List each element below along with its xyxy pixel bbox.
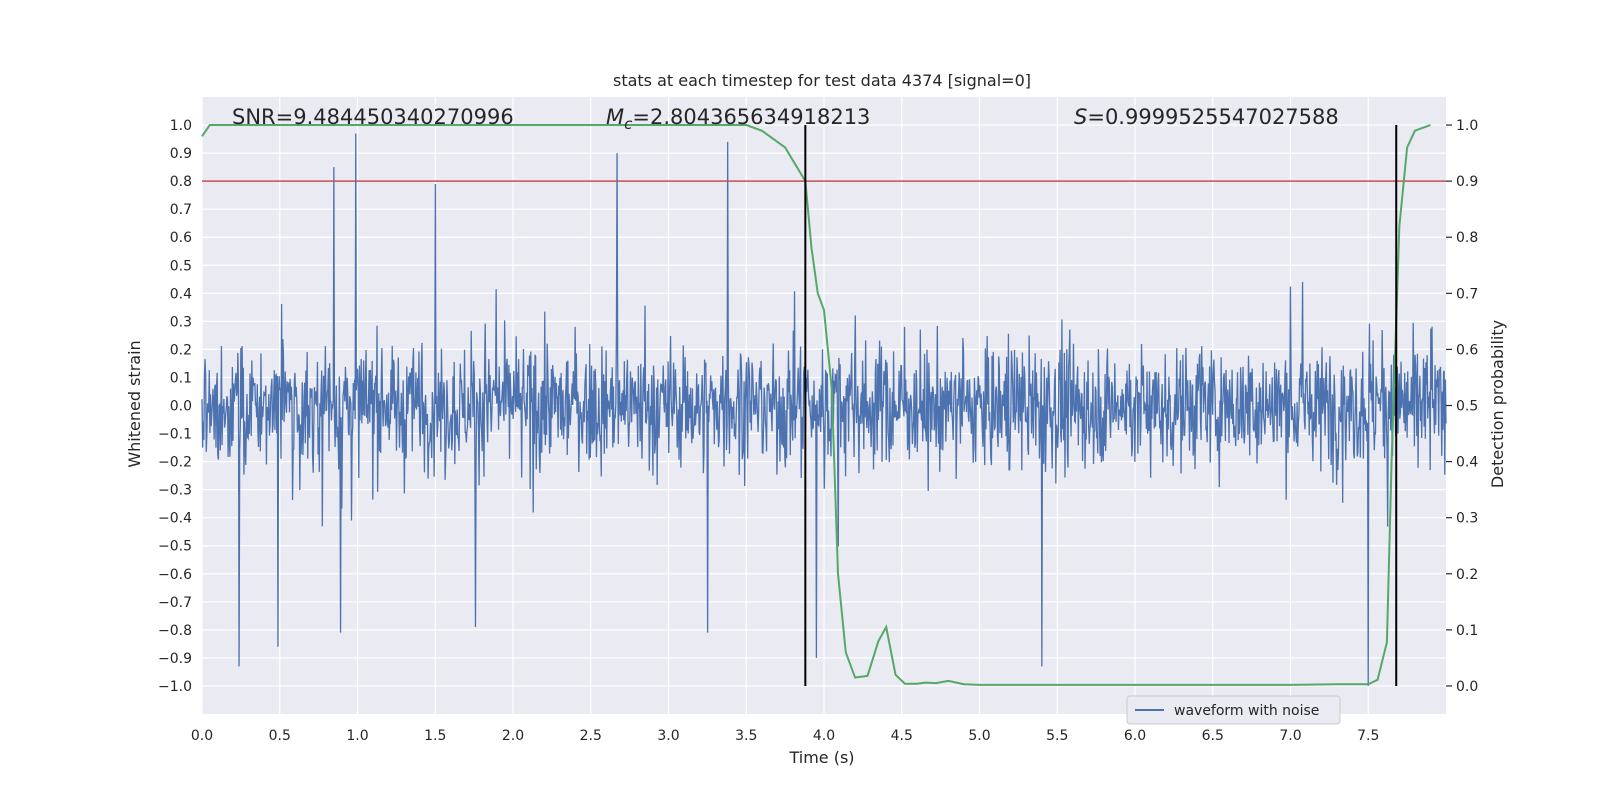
x-tick-label-15: 7.5 — [1357, 728, 1379, 744]
y-right-tick-label-8: 0.2 — [1456, 567, 1478, 583]
y-left-tick-label-3: 0.7 — [170, 202, 192, 218]
x-tick-labels: 0.0 0.5 1.0 1.5 2.0 2.5 3.0 3.5 4.0 4.5 5.0 5.5 6.0 6… — [191, 728, 1380, 744]
y-left-tick-label-13: −0.3 — [158, 483, 192, 499]
x-tick-label-6: 3.0 — [657, 728, 679, 744]
x-tick-label-3: 1.5 — [424, 728, 446, 744]
vertical-markers — [804, 125, 1398, 686]
snr-annotation: SNR=9.484450340270996 — [232, 105, 514, 129]
y-left-tick-label-5: 0.5 — [170, 258, 192, 274]
mc-subscript: c — [624, 115, 633, 133]
y-right-tick-label-5: 0.5 — [1456, 399, 1478, 415]
legend: waveform with noise — [1126, 695, 1341, 725]
series-waveform-with-noise — [201, 133, 1447, 686]
x-tick-label-8: 4.0 — [813, 728, 835, 744]
series-detection-probability — [201, 124, 1431, 686]
s-symbol: S — [1074, 105, 1087, 129]
y-left-tick-label-2: 0.8 — [170, 174, 192, 190]
y-right-tick-label-6: 0.4 — [1456, 455, 1478, 471]
y-left-tick-label-10: 0.0 — [170, 399, 192, 415]
y-left-tick-labels: 1.0 0.9 0.8 0.7 0.6 0.5 0.4 0.3 0.2 0.1 0.0 −0.1 −0.… — [158, 118, 192, 695]
s-value: =0.9999525547027588 — [1087, 105, 1338, 129]
y-right-tick-label-0: 1.0 — [1456, 118, 1478, 134]
y-left-tick-label-9: 0.1 — [170, 370, 192, 386]
x-tick-label-10: 5.0 — [968, 728, 990, 744]
y-left-tick-label-16: −0.6 — [158, 567, 192, 583]
y-right-tick-label-3: 0.7 — [1456, 286, 1478, 302]
y-left-tick-label-8: 0.2 — [170, 342, 192, 358]
y-right-tick-label-9: 0.1 — [1456, 623, 1478, 639]
y-left-tick-label-12: −0.2 — [158, 455, 192, 471]
mc-value: =2.804365634918213 — [632, 105, 870, 129]
y-left-tick-label-15: −0.5 — [158, 539, 192, 555]
y-right-tick-label-10: 0.0 — [1456, 679, 1478, 695]
y-left-tick-label-18: −0.8 — [158, 623, 192, 639]
y-left-tick-label-20: −1.0 — [158, 679, 192, 695]
mc-symbol: M — [606, 105, 624, 129]
s-annotation: S=0.9999525547027588 — [1074, 105, 1339, 129]
y-right-axis-label: Detection probability — [1488, 320, 1507, 488]
legend-box — [1126, 695, 1341, 725]
mc-annotation: Mc=2.804365634918213 — [606, 105, 870, 133]
y-right-tick-label-4: 0.6 — [1456, 342, 1478, 358]
y-right-tick-label-7: 0.3 — [1456, 511, 1478, 527]
x-tick-label-1: 0.5 — [269, 728, 291, 744]
y-left-tick-label-6: 0.4 — [170, 286, 192, 302]
x-tick-label-12: 6.0 — [1124, 728, 1146, 744]
legend-label-waveform: waveform with noise — [1174, 703, 1319, 719]
y-right-tick-label-2: 0.8 — [1456, 230, 1478, 246]
y-left-tick-label-1: 0.9 — [170, 146, 192, 162]
y-right-tick-label-1: 0.9 — [1456, 174, 1478, 190]
y-left-tick-label-17: −0.7 — [158, 595, 192, 611]
x-tick-label-14: 7.0 — [1279, 728, 1301, 744]
x-tick-label-11: 5.5 — [1046, 728, 1068, 744]
x-tick-label-5: 2.5 — [580, 728, 602, 744]
y-left-tick-label-14: −0.4 — [158, 511, 192, 527]
chart-title: stats at each timestep for test data 437… — [613, 71, 1031, 90]
y-right-tick-labels: 1.0 0.9 0.8 0.7 0.6 0.5 0.4 0.3 0.2 0.1 0.0 — [1446, 118, 1478, 695]
x-tick-label-2: 1.0 — [346, 728, 368, 744]
y-left-tick-label-19: −0.9 — [158, 651, 192, 667]
x-tick-label-0: 0.0 — [191, 728, 213, 744]
x-tick-label-4: 2.0 — [502, 728, 524, 744]
x-tick-label-7: 3.5 — [735, 728, 757, 744]
waveform-line — [201, 133, 1447, 686]
y-left-tick-label-0: 1.0 — [170, 118, 192, 134]
y-left-tick-label-7: 0.3 — [170, 314, 192, 330]
y-left-tick-label-11: −0.1 — [158, 427, 192, 443]
probability-line — [201, 124, 1431, 686]
x-tick-label-13: 6.5 — [1202, 728, 1224, 744]
x-axis-label: Time (s) — [788, 748, 854, 767]
y-left-axis-label: Whitened strain — [125, 340, 144, 467]
x-tick-label-9: 4.5 — [891, 728, 913, 744]
grid — [201, 97, 1446, 714]
y-left-tick-label-4: 0.6 — [170, 230, 192, 246]
